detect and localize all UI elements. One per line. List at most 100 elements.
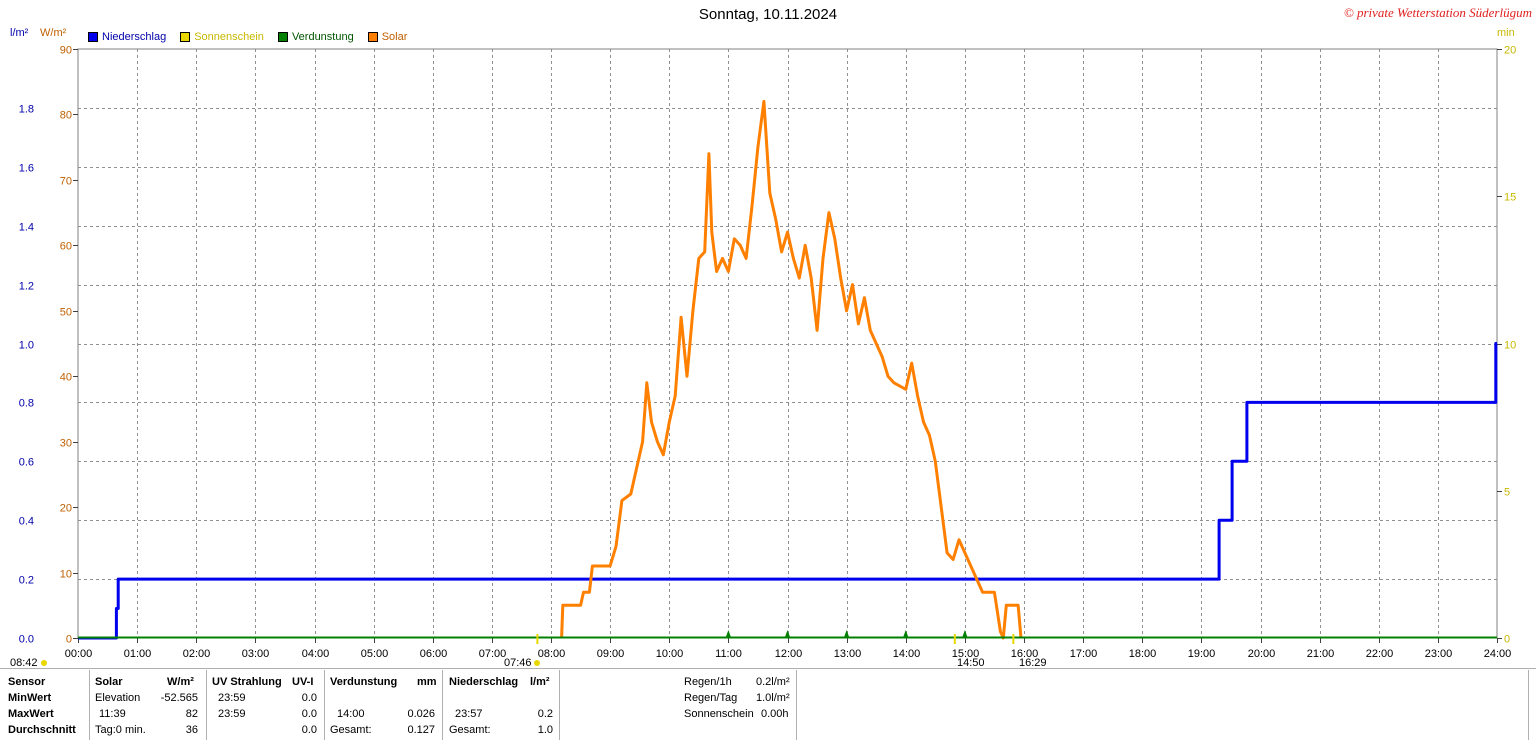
- min-uv-time: 23:59: [218, 692, 246, 704]
- total-precip-val: 1.0: [537, 724, 553, 736]
- marker-sunrise-astr: 08:42: [10, 657, 38, 669]
- summary-table: Sensor Solar W/m² UV Strahlung UV-I Verd…: [0, 672, 1536, 741]
- table-sep: [442, 670, 443, 740]
- x-tick-label: 03:00: [242, 648, 270, 660]
- legend-swatch: [367, 32, 378, 42]
- min-uv-val: 0.0: [301, 692, 317, 704]
- y-tick-label-solar: 10: [60, 569, 72, 581]
- row-label-min: MinWert: [8, 692, 52, 704]
- x-tick-label: 14:00: [893, 648, 921, 660]
- y-tick-label-precip: 0.8: [19, 398, 34, 410]
- legend-item-solar: Solar: [367, 31, 408, 43]
- y-tick-label-minutes: 5: [1504, 487, 1510, 499]
- y-tick-label-precip: 1.0: [19, 340, 34, 352]
- evaporation-mark: [962, 630, 968, 637]
- x-tick-label: 00:00: [65, 648, 93, 660]
- y-tick-label-solar: 0: [66, 634, 72, 646]
- legend-label: Solar: [381, 31, 408, 43]
- y-tick-label-minutes: 0: [1504, 634, 1510, 646]
- y-tick-label-solar: 40: [60, 372, 72, 384]
- sunshine-val: 0.00h: [761, 708, 789, 720]
- y-tick-label-minutes: 20: [1504, 45, 1516, 57]
- x-tick-label: 08:00: [538, 648, 566, 660]
- y-tick-label-precip: 0.4: [19, 516, 34, 528]
- y-tick-label-precip: 0.6: [19, 457, 34, 469]
- table-divider: [0, 668, 1536, 669]
- hdr-evap: Verdunstung: [330, 676, 398, 688]
- table-sep: [796, 670, 797, 740]
- x-tick-label: 13:00: [834, 648, 862, 660]
- avg-solar-label: Tag:0 min.: [95, 724, 146, 736]
- x-tick-label: 23:00: [1425, 648, 1453, 660]
- sunrise-dot: [534, 660, 540, 666]
- y-tick-label-precip: 0.2: [19, 575, 34, 587]
- max-evap-val: 0.026: [407, 708, 435, 720]
- hdr-evap-unit: mm: [417, 676, 437, 688]
- x-tick-label: 07:00: [479, 648, 507, 660]
- marker-sunset-min: 14:50: [957, 657, 985, 669]
- legend-label: Niederschlag: [102, 31, 167, 43]
- y-tick-label-solar: 60: [60, 241, 72, 253]
- series-line-solar: [560, 99, 1023, 640]
- max-solar-val: 82: [185, 708, 198, 720]
- max-precip-time: 23:57: [455, 708, 483, 720]
- hdr-solar-unit: W/m²: [167, 676, 194, 688]
- rain-day-label: Regen/Tag: [684, 692, 738, 704]
- x-tick-label: 18:00: [1129, 648, 1157, 660]
- table-sep: [1528, 670, 1529, 740]
- y-tick-label-precip: 1.2: [19, 281, 34, 293]
- y-tick-label-precip: 1.8: [19, 104, 34, 116]
- evaporation-mark: [785, 630, 790, 637]
- avg-solar-val: 36: [185, 724, 198, 736]
- x-tick-label: 04:00: [302, 648, 330, 660]
- total-evap-val: 0.127: [407, 724, 435, 736]
- x-tick-label: 09:00: [597, 648, 625, 660]
- series-line-niederschlag: [78, 342, 1498, 640]
- sunrise-astr-dot: [41, 660, 47, 666]
- x-tick-label: 17:00: [1070, 648, 1098, 660]
- max-precip-val: 0.2: [537, 708, 553, 720]
- sunshine-label: Sonnenschein: [684, 708, 754, 720]
- min-solar-label: Elevation: [95, 692, 141, 704]
- y-tick-label-minutes: 10: [1504, 340, 1516, 352]
- y-tick-label-precip: 1.6: [19, 163, 34, 175]
- x-tick-label: 16:00: [1011, 648, 1039, 660]
- rain-1h-val: 0.2l/m²: [756, 676, 790, 688]
- max-uv-time: 23:59: [218, 708, 246, 720]
- hdr-precip-unit: l/m²: [530, 676, 550, 688]
- max-solar-time: 11:39: [99, 708, 126, 720]
- x-tick-label: 11:00: [715, 648, 742, 660]
- row-label-max: MaxWert: [8, 708, 54, 720]
- avg-uv-val: 0.0: [301, 724, 317, 736]
- legend-swatch: [277, 32, 288, 42]
- evaporation-mark: [725, 630, 731, 637]
- legend-item-sonnenschein: Sonnenschein: [180, 31, 264, 43]
- table-sep: [89, 670, 90, 740]
- legend-label: Verdunstung: [291, 31, 354, 43]
- marker-sunset: 16:29: [1019, 657, 1047, 669]
- evaporation-mark: [844, 630, 850, 637]
- x-tick-label: 02:00: [183, 648, 211, 660]
- rain-day-val: 1.0l/m²: [756, 692, 790, 704]
- legend-item-niederschlag: Niederschlag: [88, 31, 166, 43]
- hdr-sensor: Sensor: [8, 676, 46, 688]
- hdr-solar: Solar: [95, 676, 123, 688]
- copyright-note: © private Wetterstation Süderlügum: [1343, 5, 1532, 20]
- y-tick-label-solar: 50: [60, 307, 72, 319]
- plot-area: [77, 48, 1498, 639]
- x-tick-label: 19:00: [1188, 648, 1216, 660]
- x-tick-label: 15:00: [952, 648, 980, 660]
- y-tick-label-precip: 0.0: [19, 634, 34, 646]
- chart-legend: Niederschlag Sonnenschein Verdunstung So…: [88, 31, 407, 43]
- rain-1h-label: Regen/1h: [684, 676, 732, 688]
- max-evap-time: 14:00: [337, 708, 365, 720]
- y-tick-label-minutes: 15: [1504, 192, 1516, 204]
- y-tick-label-solar: 20: [60, 503, 72, 515]
- marker-sunrise: 07:46: [504, 657, 532, 669]
- hdr-uv: UV Strahlung: [212, 676, 282, 688]
- legend-swatch: [180, 32, 191, 42]
- y-tick-label-solar: 30: [60, 438, 72, 450]
- x-tick-label: 10:00: [656, 648, 684, 660]
- x-tick-label: 12:00: [775, 648, 803, 660]
- unit-precip: l/m²: [10, 27, 29, 39]
